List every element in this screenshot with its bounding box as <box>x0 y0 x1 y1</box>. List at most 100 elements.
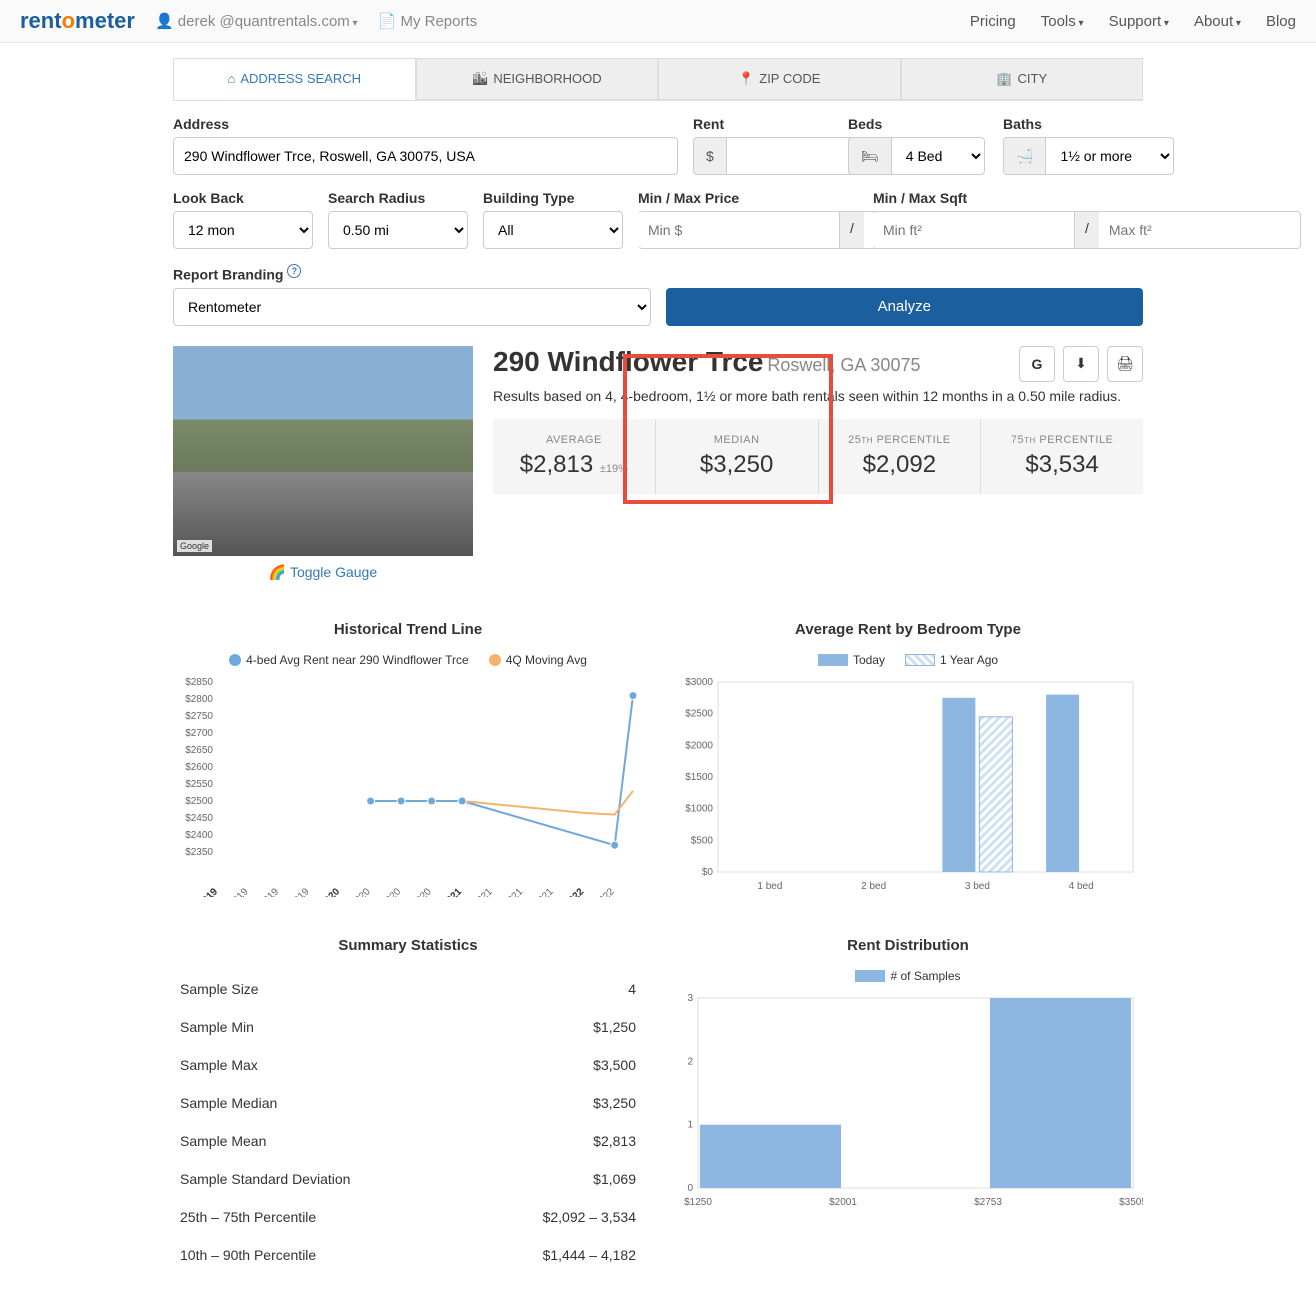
result-description: Results based on 4, 4-bedroom, 1½ or mor… <box>493 388 1143 404</box>
street-view-image: Google <box>173 346 473 556</box>
svg-text:$2550: $2550 <box>185 779 213 790</box>
svg-text:$1500: $1500 <box>685 772 713 783</box>
svg-text:3 bed: 3 bed <box>965 881 990 892</box>
tab-zip[interactable]: 📍ZIP CODE <box>658 58 901 100</box>
table-row: Sample Size4 <box>175 971 641 1007</box>
nav-about[interactable]: About <box>1194 13 1241 30</box>
pin-icon: 📍 <box>738 71 754 86</box>
svg-text:1 bed: 1 bed <box>757 881 782 892</box>
buildings-icon: 🏙 <box>472 71 489 86</box>
radius-label: Search Radius <box>328 190 468 206</box>
sqft-label: Min / Max Sqft <box>873 190 1093 206</box>
stat-p25: 25TH PERCENTILE $2,092 <box>819 419 982 494</box>
help-icon[interactable]: ? <box>287 264 301 278</box>
svg-text:2 bed: 2 bed <box>861 881 886 892</box>
my-reports-link[interactable]: 📄 My Reports <box>378 12 478 30</box>
table-row: Sample Mean$2,813 <box>175 1123 641 1159</box>
svg-text:$2350: $2350 <box>185 847 213 858</box>
stat-median: MEDIAN $3,250 <box>656 419 819 494</box>
legend-year: 1 Year Ago <box>905 653 998 667</box>
slash-sep: / <box>1075 211 1099 249</box>
logo[interactable]: rentometer <box>20 8 135 34</box>
svg-text:Oct 2021: Oct 2021 <box>519 886 556 897</box>
svg-text:Apr 2022: Apr 2022 <box>580 886 617 897</box>
table-row: Sample Standard Deviation$1,069 <box>175 1161 641 1197</box>
lookback-label: Look Back <box>173 190 313 206</box>
summary-table: Sample Size4Sample Min$1,250Sample Max$3… <box>173 969 643 1275</box>
table-row: Sample Min$1,250 <box>175 1009 641 1045</box>
svg-text:Jul 2020: Jul 2020 <box>369 886 404 897</box>
google-button[interactable]: G <box>1019 346 1055 382</box>
svg-text:$1000: $1000 <box>685 803 713 814</box>
result-title: 290 Windflower Trce <box>493 346 764 377</box>
dist-title: Rent Distribution <box>673 937 1143 954</box>
bedroom-chart: $3000$2500$2000$1500$1000$500$01 bed2 be… <box>673 677 1143 897</box>
building-label: Building Type <box>483 190 623 206</box>
branding-label: Report Branding ? <box>173 264 651 283</box>
svg-text:1: 1 <box>687 1119 693 1130</box>
address-input[interactable] <box>173 137 678 175</box>
nav-tools[interactable]: Tools <box>1041 13 1084 30</box>
baths-label: Baths <box>1003 116 1143 132</box>
nav-pricing[interactable]: Pricing <box>970 13 1016 30</box>
svg-text:Jul 2021: Jul 2021 <box>491 886 526 897</box>
navbar: rentometer 👤 derek @quantrentals.com 📄 M… <box>0 0 1316 43</box>
legend-today: Today <box>818 653 885 667</box>
branding-select[interactable]: Rentometer <box>173 288 651 326</box>
slash-sep: / <box>840 211 864 249</box>
trend-chart: $2850$2800$2750$2700$2650$2600$2550$2500… <box>173 677 643 897</box>
svg-text:$2400: $2400 <box>185 830 213 841</box>
nav-blog[interactable]: Blog <box>1266 13 1296 30</box>
svg-text:$3000: $3000 <box>685 677 713 688</box>
lookback-select[interactable]: 12 mon <box>173 211 313 249</box>
tab-neighborhood[interactable]: 🏙NEIGHBORHOOD <box>416 58 659 100</box>
svg-text:$2000: $2000 <box>685 740 713 751</box>
google-badge: Google <box>177 540 212 552</box>
bed-icon: 🛏 <box>848 137 892 175</box>
city-icon: 🏢 <box>996 71 1012 86</box>
svg-text:Jan 2019: Jan 2019 <box>182 886 220 897</box>
svg-text:$2800: $2800 <box>185 694 213 705</box>
nav-support[interactable]: Support <box>1109 13 1169 30</box>
stats-row: AVERAGE $2,813 ±19% MEDIAN $3,250 25TH P… <box>493 419 1143 494</box>
dist-chart: 3210$1250$2001$2753$3505 <box>673 993 1143 1213</box>
result-subtitle: Roswell, GA 30075 <box>767 355 920 375</box>
analyze-button[interactable]: Analyze <box>666 288 1144 326</box>
svg-text:$3505: $3505 <box>1119 1197 1143 1208</box>
building-select[interactable]: All <box>483 211 623 249</box>
trend-title: Historical Trend Line <box>173 621 643 638</box>
beds-select[interactable]: 4 Bed <box>892 137 985 175</box>
download-button[interactable]: ⬇ <box>1063 346 1099 382</box>
table-row: Sample Median$3,250 <box>175 1085 641 1121</box>
address-label: Address <box>173 116 678 132</box>
svg-text:Apr 2019: Apr 2019 <box>214 886 251 897</box>
min-price-input[interactable] <box>638 211 840 249</box>
svg-text:Apr 2021: Apr 2021 <box>458 886 495 897</box>
svg-text:4 bed: 4 bed <box>1069 881 1094 892</box>
svg-text:$2700: $2700 <box>185 728 213 739</box>
baths-select[interactable]: 1½ or more <box>1046 137 1174 175</box>
svg-text:$2753: $2753 <box>974 1197 1002 1208</box>
legend-samples: # of Samples <box>855 969 960 983</box>
tab-address[interactable]: ⌂ADDRESS SEARCH <box>173 58 416 100</box>
table-row: Sample Max$3,500 <box>175 1047 641 1083</box>
svg-text:Oct 2020: Oct 2020 <box>397 886 434 897</box>
stat-average: AVERAGE $2,813 ±19% <box>493 419 656 494</box>
svg-text:Oct 2019: Oct 2019 <box>275 886 312 897</box>
svg-text:3: 3 <box>687 993 693 1004</box>
print-button[interactable]: 🖨 <box>1107 346 1143 382</box>
table-row: 25th – 75th Percentile$2,092 – 3,534 <box>175 1199 641 1235</box>
toggle-gauge-link[interactable]: 🌈 Toggle Gauge <box>173 564 473 581</box>
max-sqft-input[interactable] <box>1099 211 1301 249</box>
svg-text:Apr 2020: Apr 2020 <box>336 886 373 897</box>
svg-text:$2650: $2650 <box>185 745 213 756</box>
svg-text:$500: $500 <box>691 835 714 846</box>
tab-city[interactable]: 🏢CITY <box>901 58 1144 100</box>
radius-select[interactable]: 0.50 mi <box>328 211 468 249</box>
bath-icon: 🛁 <box>1003 137 1046 175</box>
stat-p75: 75TH PERCENTILE $3,534 <box>981 419 1143 494</box>
user-menu[interactable]: 👤 derek @quantrentals.com <box>155 12 358 30</box>
min-sqft-input[interactable] <box>873 211 1075 249</box>
beds-label: Beds <box>848 116 988 132</box>
svg-text:$2600: $2600 <box>185 762 213 773</box>
